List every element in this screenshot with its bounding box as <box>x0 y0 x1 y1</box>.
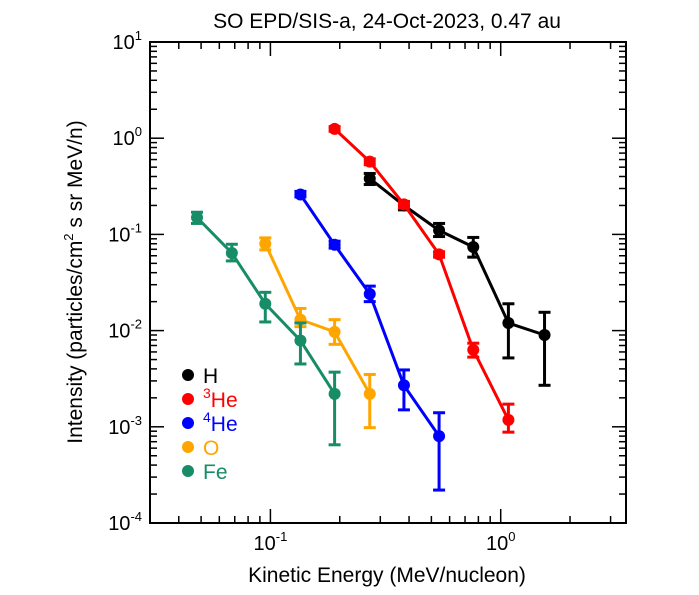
series-4he <box>294 188 446 492</box>
legend-label-text: H <box>203 365 218 388</box>
legend-marker <box>182 393 194 405</box>
data-point <box>363 288 376 301</box>
y-tick-label-base: 10 <box>108 417 130 439</box>
y-tick-label: 10-3 <box>108 413 142 439</box>
series-line <box>368 177 545 337</box>
legend-label-superscript: 4 <box>203 409 211 425</box>
x-tick-label-base: 10 <box>486 533 508 555</box>
legend-marker <box>182 441 194 453</box>
legend-label: 4He <box>203 409 238 436</box>
data-point <box>397 379 410 392</box>
plot-area-frame <box>149 41 627 524</box>
data-point <box>294 188 307 201</box>
data-point <box>363 155 376 168</box>
legend-label-text: O <box>203 437 219 460</box>
y-axis-label-rest: s sr MeV/n) <box>64 120 87 233</box>
data-point <box>328 122 341 135</box>
data-point <box>225 247 238 260</box>
y-tick-label-exponent: 1 <box>135 28 142 43</box>
data-point <box>467 343 480 356</box>
x-tick-label-base: 10 <box>254 533 276 555</box>
legend-marker <box>182 465 194 477</box>
data-point <box>538 329 551 342</box>
legend-label: O <box>203 437 219 460</box>
legend-label-superscript: 3 <box>203 385 211 401</box>
y-axis-label-main: Intensity (particles/cm <box>64 241 87 444</box>
data-point <box>259 237 272 250</box>
legend-label: H <box>203 365 218 388</box>
y-tick-label: 10-2 <box>108 317 142 343</box>
y-tick-label-exponent: -2 <box>130 317 142 332</box>
data-point <box>328 238 341 251</box>
y-tick-label-base: 10 <box>113 32 135 54</box>
data-point <box>328 387 341 400</box>
data-point <box>502 413 515 426</box>
x-tick-label-exponent: 0 <box>508 529 515 544</box>
y-tick-label-exponent: -3 <box>130 413 142 428</box>
y-tick-label: 100 <box>113 124 142 150</box>
y-tick-label: 10-1 <box>108 220 142 246</box>
series-line <box>333 127 510 421</box>
y-tick-label-base: 10 <box>108 513 130 535</box>
legend-marker <box>182 417 194 429</box>
x-tick-label: 10-1 <box>254 529 288 555</box>
legend-label: 3He <box>203 385 238 412</box>
y-tick-label-exponent: -1 <box>130 220 142 235</box>
data-point <box>502 316 515 329</box>
series-o <box>259 236 376 430</box>
x-tick-label-exponent: -1 <box>276 529 288 544</box>
data-point <box>294 334 307 347</box>
data-point <box>363 387 376 400</box>
data-point <box>363 172 376 185</box>
data-point <box>433 248 446 261</box>
series-fe <box>191 210 341 447</box>
data-point <box>259 297 272 310</box>
data-point <box>397 198 410 211</box>
y-tick-label: 101 <box>113 28 142 54</box>
series-line <box>263 243 372 395</box>
y-tick-label-base: 10 <box>113 128 135 150</box>
data-point <box>433 224 446 237</box>
data-point <box>328 325 341 338</box>
x-tick-label: 100 <box>486 529 515 555</box>
series-3he <box>328 122 515 434</box>
y-axis-label: Intensity (particles/cm2 s sr MeV/n) <box>61 120 87 443</box>
legend-marker <box>182 369 194 381</box>
legend-label: Fe <box>203 461 228 484</box>
chart-title: SO EPD/SIS-a, 24-Oct-2023, 0.47 au <box>213 10 561 33</box>
x-axis-label: Kinetic Energy (MeV/nucleon) <box>248 564 526 587</box>
y-tick-label: 10-4 <box>108 509 142 535</box>
legend-label-text: He <box>211 413 238 436</box>
y-tick-label-base: 10 <box>108 321 130 343</box>
y-tick-label-exponent: -4 <box>130 509 142 524</box>
legend-label-text: Fe <box>203 461 228 484</box>
data-point <box>433 430 446 443</box>
y-tick-label-base: 10 <box>108 224 130 246</box>
y-tick-label-exponent: 0 <box>135 124 142 139</box>
data-point <box>191 211 204 224</box>
legend-label-text: He <box>211 389 238 412</box>
data-point <box>467 240 480 253</box>
y-axis-label-superscript: 2 <box>61 233 76 240</box>
